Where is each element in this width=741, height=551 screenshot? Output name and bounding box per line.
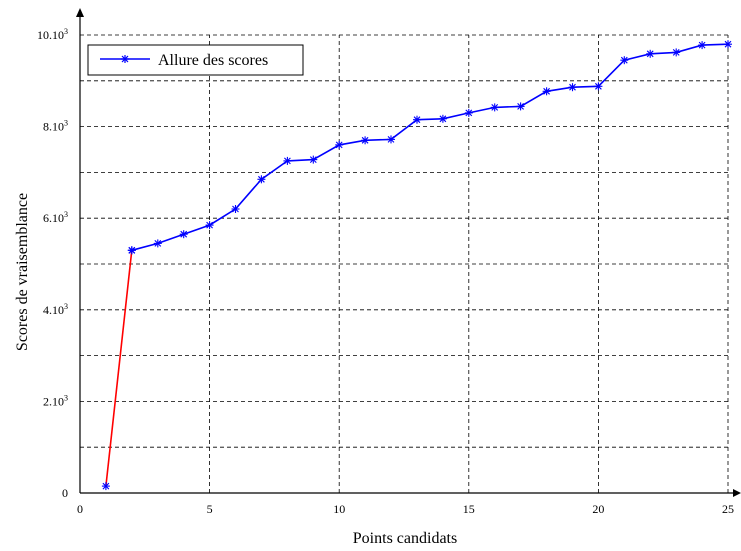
data-point	[361, 136, 370, 145]
y-tick-label: 6.103	[43, 210, 68, 225]
x-axis-arrow	[733, 489, 741, 497]
y-tick-label: 2.103	[43, 393, 68, 408]
data-point	[179, 230, 188, 239]
y-tick-label: 8.103	[43, 119, 68, 134]
tick-labels: 0 5 10 15 20 25 0 2.103 4.103 6.103 8.103 10.103	[37, 27, 734, 516]
y-tick-label: 0	[62, 486, 68, 500]
data-point	[516, 102, 525, 111]
grid	[80, 34, 729, 493]
axes	[76, 8, 741, 497]
data-point	[542, 87, 551, 96]
data-point	[672, 48, 681, 57]
series-line-1	[105, 250, 133, 487]
y-tick-exponent: 3	[64, 302, 68, 311]
x-tick-label: 10	[333, 502, 345, 516]
data-point	[257, 175, 266, 184]
data-point	[464, 108, 473, 117]
data-point	[101, 482, 110, 491]
y-tick-label: 4.103	[43, 302, 68, 317]
x-tick-label: 5	[207, 502, 213, 516]
legend-marker	[121, 55, 129, 63]
y-tick-exponent: 3	[64, 119, 68, 128]
x-tick-label: 25	[722, 502, 734, 516]
data-point	[413, 115, 421, 124]
x-axis-title: Points candidats	[353, 530, 457, 547]
x-tick-label: 0	[77, 502, 83, 516]
data-point	[309, 155, 318, 164]
data-point	[387, 135, 395, 144]
data-point	[438, 114, 447, 123]
data-point	[283, 156, 292, 165]
y-axis-title: Scores de vraisemblance	[14, 193, 31, 351]
y-tick-exponent: 3	[64, 393, 68, 402]
data-point	[594, 82, 603, 91]
y-tick-label: 10.103	[37, 27, 68, 42]
series	[101, 40, 732, 491]
series-line-0	[131, 43, 729, 252]
data-point	[698, 41, 707, 50]
data-point	[646, 49, 655, 58]
y-axis-arrow	[76, 8, 84, 17]
data-point	[724, 40, 732, 49]
data-point	[205, 221, 214, 230]
data-point	[568, 83, 577, 92]
data-point	[490, 103, 499, 112]
y-tick-exponent: 3	[64, 210, 68, 219]
data-point	[231, 205, 240, 213]
data-point	[620, 56, 629, 65]
data-point	[153, 239, 162, 248]
x-tick-label: 15	[463, 502, 475, 516]
data-point	[127, 246, 136, 255]
y-tick-exponent: 3	[64, 27, 68, 36]
data-point	[335, 140, 344, 149]
legend-label: Allure des scores	[158, 52, 268, 69]
x-tick-label: 20	[592, 502, 604, 516]
legend: Allure des scores	[87, 44, 304, 76]
